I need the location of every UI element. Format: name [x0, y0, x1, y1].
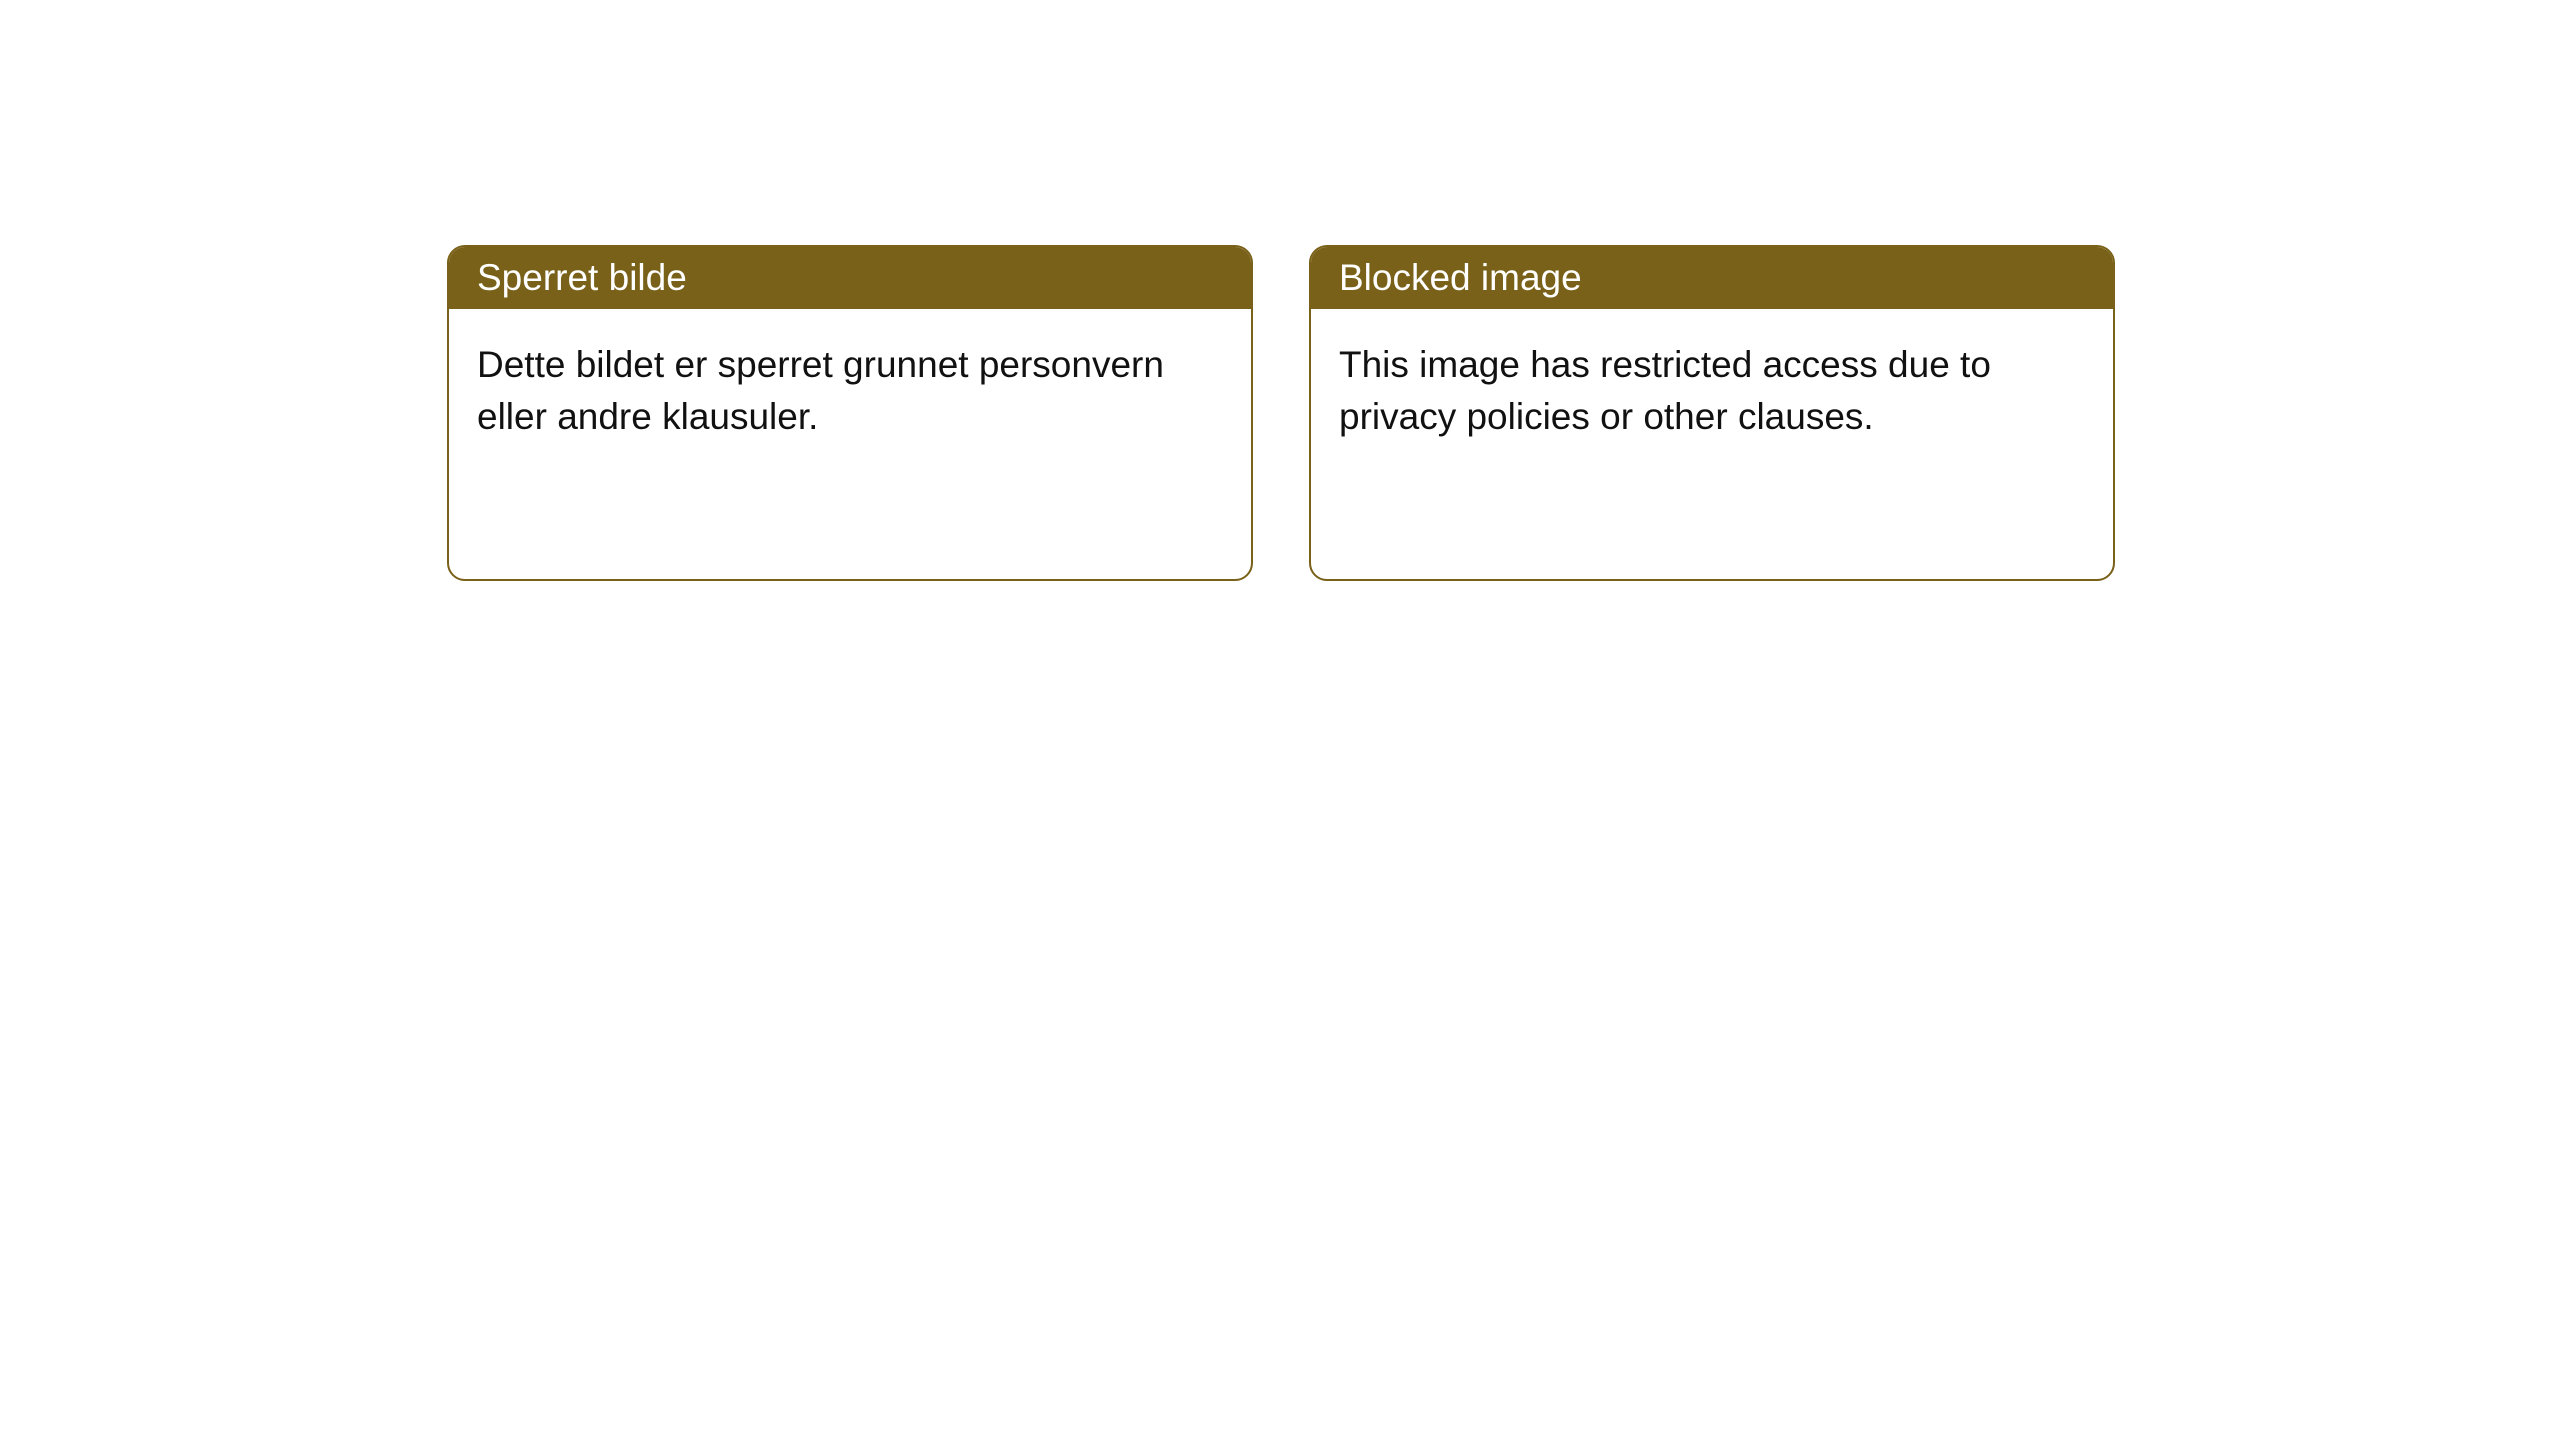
card-body-en: This image has restricted access due to …: [1311, 309, 2113, 473]
card-body-no: Dette bildet er sperret grunnet personve…: [449, 309, 1251, 473]
notice-card-en: Blocked image This image has restricted …: [1309, 245, 2115, 581]
card-title-no: Sperret bilde: [449, 247, 1251, 309]
notice-cards: Sperret bilde Dette bildet er sperret gr…: [447, 245, 2115, 581]
notice-card-no: Sperret bilde Dette bildet er sperret gr…: [447, 245, 1253, 581]
card-title-en: Blocked image: [1311, 247, 2113, 309]
